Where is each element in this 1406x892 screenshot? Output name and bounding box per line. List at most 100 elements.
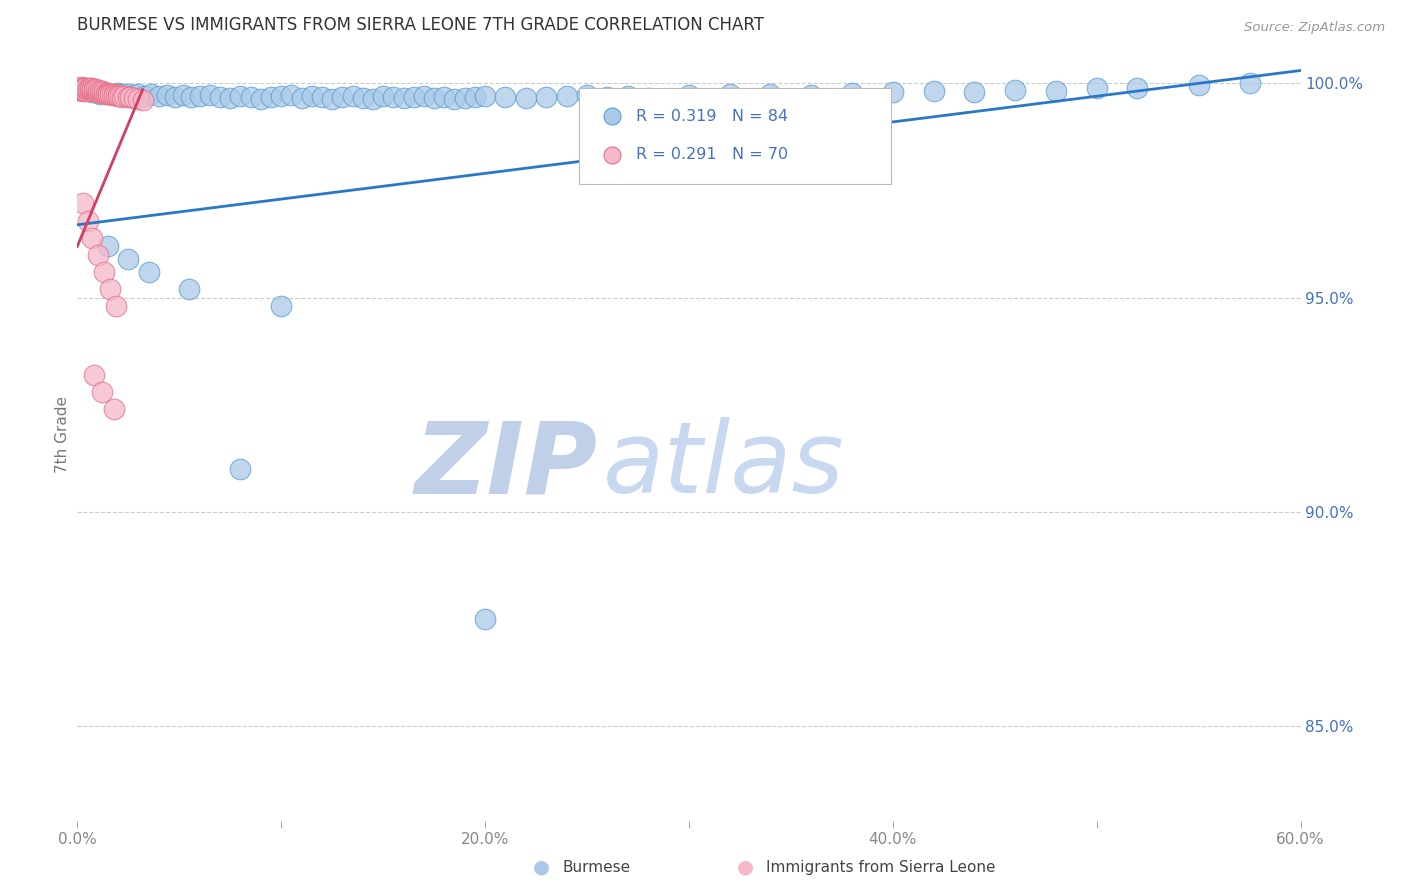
Point: [1045, 84, 1067, 98]
Point: [139, 87, 162, 102]
Text: R = 0.319   N = 84: R = 0.319 N = 84: [637, 109, 789, 124]
Point: [515, 91, 537, 105]
Point: [72, 81, 94, 95]
Point: [87, 248, 110, 262]
Point: [800, 88, 823, 103]
Point: [229, 89, 252, 103]
Point: [76, 82, 98, 96]
Point: [1239, 76, 1261, 90]
Point: [229, 462, 252, 476]
Point: [413, 89, 436, 103]
Point: [107, 86, 129, 100]
FancyBboxPatch shape: [579, 87, 891, 184]
Point: [371, 89, 394, 103]
Point: [270, 89, 292, 103]
Point: [75, 80, 97, 95]
Point: [97, 87, 120, 102]
Point: [555, 89, 578, 103]
Point: [127, 87, 149, 101]
Point: [87, 84, 110, 98]
Text: Source: ZipAtlas.com: Source: ZipAtlas.com: [1244, 21, 1385, 34]
Point: [67, 80, 90, 95]
Point: [72, 196, 94, 211]
Point: [124, 88, 146, 103]
Point: [103, 87, 125, 102]
Point: [107, 88, 129, 103]
Point: [103, 402, 125, 417]
Point: [75, 81, 97, 95]
Point: [188, 89, 211, 103]
Point: [93, 85, 115, 99]
Point: [90, 85, 112, 99]
Point: [83, 368, 105, 382]
Point: [72, 80, 94, 95]
Point: [352, 91, 374, 105]
Point: [576, 88, 599, 103]
Point: [290, 91, 312, 105]
Point: [93, 265, 115, 279]
Point: [392, 91, 415, 105]
Point: [87, 83, 110, 97]
Point: [718, 87, 741, 102]
Point: [495, 90, 517, 104]
Point: [105, 88, 128, 103]
Point: [76, 81, 98, 95]
Point: [342, 89, 364, 103]
Point: [280, 88, 302, 103]
Point: [101, 87, 124, 102]
Point: [98, 87, 121, 101]
Point: [97, 239, 120, 253]
Point: [84, 84, 107, 98]
Point: [67, 83, 90, 97]
Point: [80, 85, 103, 99]
Point: [117, 252, 139, 266]
Point: [80, 83, 103, 97]
Text: ●: ●: [533, 857, 550, 877]
Point: [301, 89, 323, 103]
Point: [219, 91, 242, 105]
Text: atlas: atlas: [603, 417, 845, 514]
Point: [332, 90, 354, 104]
Point: [453, 91, 475, 105]
Point: [134, 89, 156, 103]
Point: [759, 87, 782, 101]
Point: [97, 86, 120, 100]
Point: [72, 83, 94, 97]
Point: [90, 384, 112, 399]
Point: [433, 90, 456, 104]
Point: [882, 85, 904, 99]
Text: BURMESE VS IMMIGRANTS FROM SIERRA LEONE 7TH GRADE CORRELATION CHART: BURMESE VS IMMIGRANTS FROM SIERRA LEONE …: [77, 16, 765, 34]
Point: [957, 450, 980, 464]
Point: [93, 86, 115, 100]
Point: [103, 88, 125, 103]
Point: [97, 87, 120, 101]
Point: [79, 82, 101, 96]
Point: [148, 89, 170, 103]
Point: [89, 85, 111, 99]
Point: [180, 90, 202, 104]
Text: ZIP: ZIP: [415, 417, 598, 514]
Point: [98, 87, 121, 102]
Point: [94, 87, 117, 101]
Point: [76, 83, 98, 97]
Point: [117, 90, 139, 104]
Point: [1004, 83, 1026, 97]
Point: [84, 83, 107, 97]
Point: [239, 90, 262, 104]
Point: [70, 83, 93, 97]
Point: [596, 90, 619, 104]
Point: [72, 84, 94, 98]
Point: [83, 83, 105, 97]
Point: [250, 92, 273, 106]
Point: [75, 81, 97, 95]
Point: [179, 282, 201, 296]
Point: [76, 213, 98, 227]
Point: [172, 88, 194, 103]
Point: [98, 87, 121, 101]
Point: [76, 84, 98, 98]
Text: Immigrants from Sierra Leone: Immigrants from Sierra Leone: [766, 860, 995, 874]
Point: [841, 86, 863, 100]
Point: [83, 83, 105, 97]
Point: [963, 85, 986, 99]
Point: [637, 91, 659, 105]
